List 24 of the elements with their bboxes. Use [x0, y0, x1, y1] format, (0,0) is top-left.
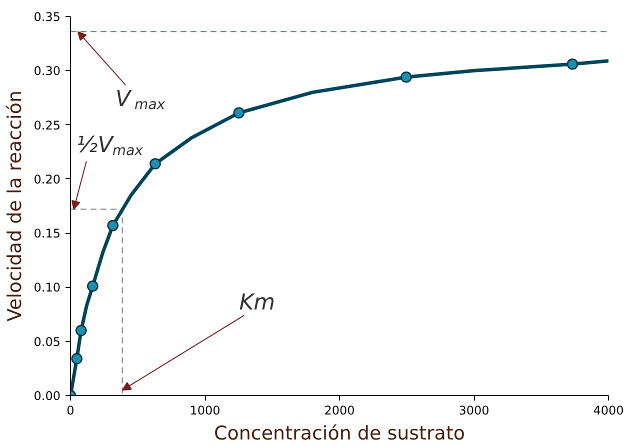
point: [71, 353, 82, 364]
x-tick-label: 1000: [190, 404, 220, 418]
y-axis-title: Velocidad de la reacción: [4, 90, 26, 322]
x-axis-title: Concentración de sustrato: [214, 422, 466, 444]
point: [400, 72, 412, 83]
x-tick-label: 3000: [458, 404, 490, 418]
point: [566, 58, 578, 70]
y-tick-label: 0.05: [34, 334, 60, 349]
point: [233, 107, 245, 119]
y-tick-label: 0.00: [34, 389, 60, 403]
x-tick-label: 2000: [324, 404, 355, 418]
annotation: Km: [239, 290, 276, 316]
point: [150, 158, 161, 170]
y-tick-label: 0.10: [34, 280, 60, 295]
x-tick-label: 0: [66, 404, 74, 418]
y-tick-label: 0.20: [34, 172, 60, 186]
point: [107, 220, 119, 232]
y-tick-label: 0.15: [34, 226, 60, 241]
point: [87, 280, 98, 292]
y-tick-label: 0.35: [34, 10, 60, 24]
y-tick-label: 0.30: [34, 64, 60, 78]
y-tick-label: 0.25: [34, 118, 60, 132]
x-tick-label: 4000: [593, 404, 624, 418]
point: [75, 324, 87, 336]
